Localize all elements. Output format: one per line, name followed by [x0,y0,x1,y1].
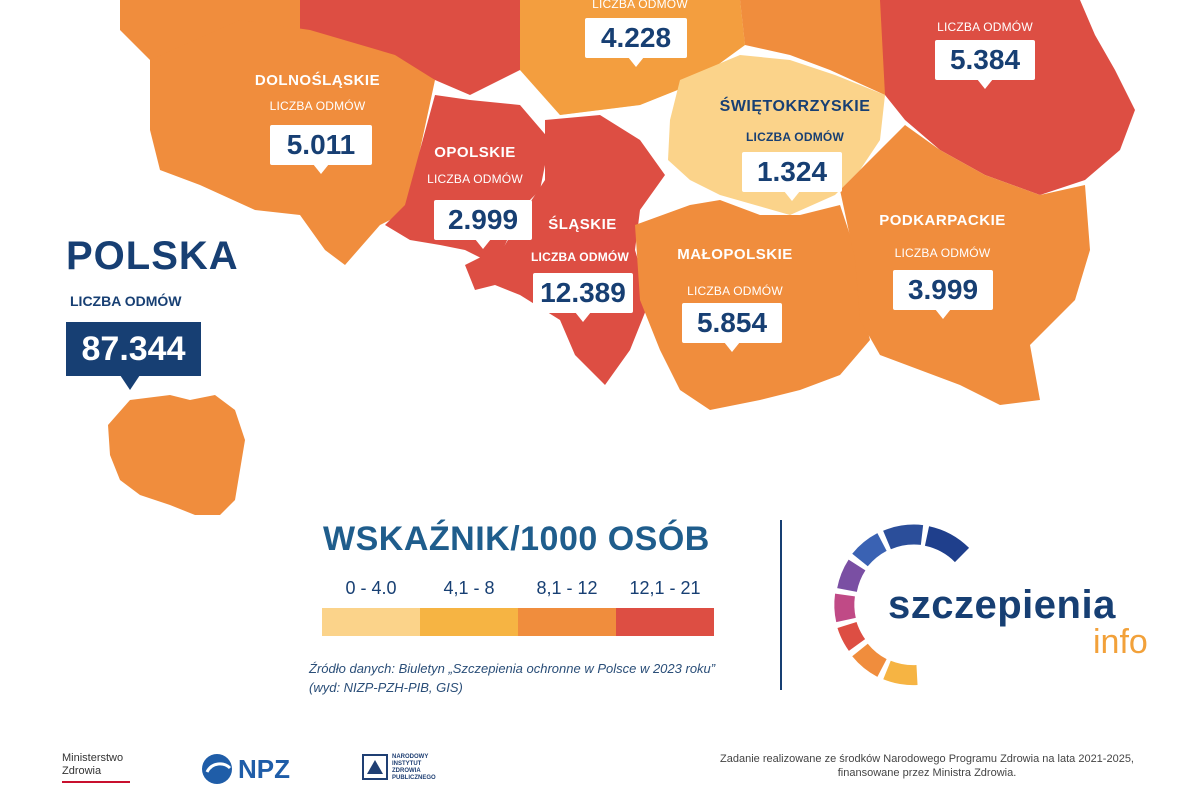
legend-range-3: 8,1 - 12 [536,578,598,598]
region-podkarpackie [840,125,1090,405]
npz-icon [202,754,232,784]
ministry-line-2: Zdrowia [62,765,102,777]
ministry-logo: Ministerstwo Zdrowia [62,752,130,783]
npz-text: NPZ [238,754,290,784]
region-sublabel-dolnoslaskie: LICZBA ODMÓW [269,99,366,113]
legend-title: WSKAŹNIK/1000 OSÓB [323,520,710,558]
region-name-dolnoslaskie: DOLNOŚLĄSKIE [254,72,381,89]
region-name-opolskie: OPOLSKIE [434,144,516,161]
count-dolnoslaskie: 5.011 [270,125,372,174]
funding-line-2: finansowane przez Ministra Zdrowia. [837,767,1017,779]
count-lodzkie: 4.228 [585,18,687,67]
region-sublabel-lodzkie: LICZBA ODMÓW [592,0,688,11]
region-name-swietokrzyskie: ŚWIĘTOKRZYSKIE [719,98,871,115]
legend-swatch-2 [420,608,518,636]
source-line-2: (wyd: NIZP-PZH-PIB, GIS) [309,680,463,695]
legend-swatch-3 [518,608,616,636]
legend-range-1: 0 - 4.0 [345,578,397,598]
count-malopolskie: 5.854 [682,303,782,352]
polska-sublabel: LICZBA ODMÓW [70,293,182,309]
count-lubelskie: 5.384 [935,40,1035,89]
count-opolskie: 2.999 [434,200,532,249]
region-top-red [300,0,525,95]
source-line-1: Źródło danych: Biuletyn „Szczepienia och… [309,661,716,676]
region-sublabel-slaskie: LICZBA ODMÓW [531,250,629,264]
region-name-malopolskie: MAŁOPOLSKIE [677,246,793,263]
region-name-slaskie: ŚLĄSKIE [548,216,617,233]
brand-suffix: info [1093,623,1148,661]
region-name-podkarpackie: PODKARPACKIE [879,212,1006,229]
region-sublabel-opolskie: LICZBA ODMÓW [427,172,523,186]
funding-line-1: Zadanie realizowane ze środków Narodoweg… [720,753,1134,765]
count-slaskie: 12.389 [533,273,633,322]
count-podkarpackie: 3.999 [893,270,993,319]
polska-count: 87.344 [66,322,201,390]
source-note: Źródło danych: Biuletyn „Szczepienia och… [309,659,715,697]
ministry-red-line [62,781,130,783]
polska-title: POLSKA [66,234,239,278]
count-swietokrzyskie: 1.324 [742,152,842,201]
legend-swatch-4 [616,608,714,636]
legend-range-2: 4,1 - 8 [443,578,495,598]
nipz-icon [362,754,388,780]
brand-ring-icon [834,524,970,686]
region-top-right-orange [740,0,885,95]
nipz-text: NARODOWY INSTYTUT ZDROWIA PUBLICZNEGO [392,754,436,781]
poland-outline [108,395,245,515]
legend-range-4: 12,1 - 21 [629,578,701,598]
region-sublabel-malopolskie: LICZBA ODMÓW [687,284,783,298]
region-sublabel-swietokrzyskie: LICZBA ODMÓW [746,130,844,144]
region-sublabel-lubelskie: LICZBA ODMÓW [937,20,1033,34]
ministry-line-1: Ministerstwo [62,752,124,764]
region-slaskie [465,115,665,385]
legend-swatch-1 [322,608,420,636]
vertical-divider [780,520,782,690]
brand-name: szczepienia [888,583,1116,627]
funding-note: Zadanie realizowane ze środków Narodoweg… [720,752,1134,780]
region-sublabel-podkarpackie: LICZBA ODMÓW [894,246,991,260]
